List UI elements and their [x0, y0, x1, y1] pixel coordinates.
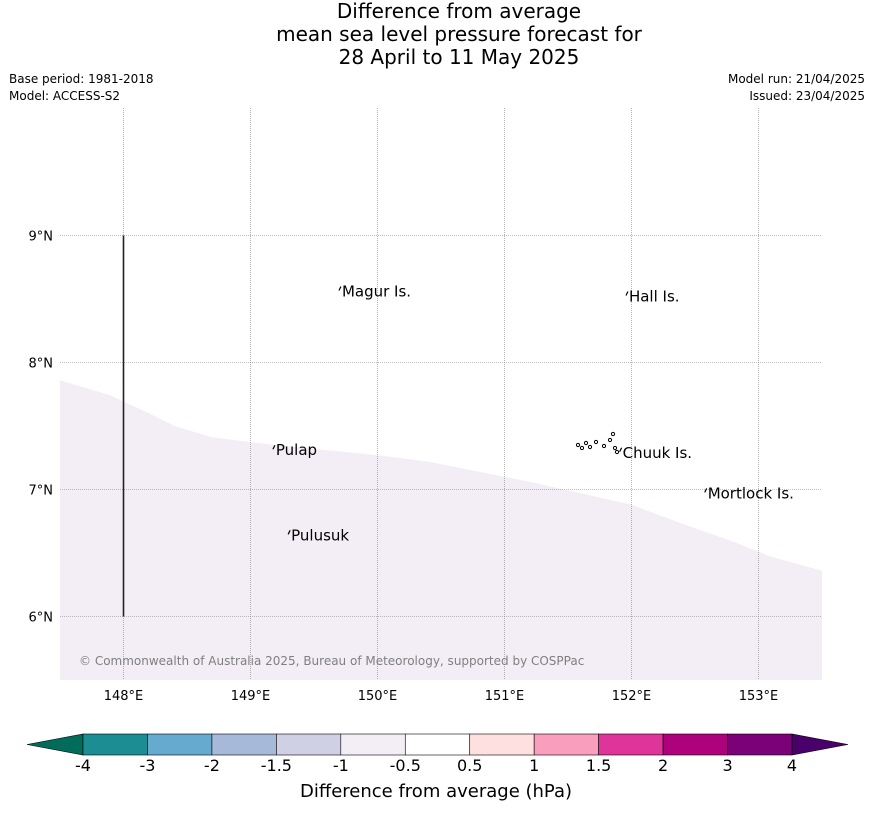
colorbar-tick-label: 0.5 — [457, 756, 482, 775]
place-label: Magur Is. — [342, 282, 411, 300]
map-area: Magur Is. Hall Is. Pulap Chuuk Is. Mortlock … — [60, 108, 822, 680]
chart-title: Difference from average mean sea level p… — [0, 0, 873, 69]
island-mark — [625, 291, 629, 296]
colorbar-swatch — [727, 733, 793, 756]
chuuk-islet — [612, 445, 618, 451]
title-line-2: mean sea level pressure forecast for — [276, 22, 642, 46]
island-mark — [287, 530, 291, 535]
colorbar-tick-label: 3 — [722, 756, 732, 775]
colorbar-tick-label: 4 — [787, 756, 797, 775]
chuuk-islet — [587, 444, 593, 450]
chuuk-islet — [579, 445, 585, 451]
colorbar-tick-label: -4 — [75, 756, 91, 775]
colorbar-under-arrow — [26, 733, 84, 756]
lat-tick-label: 8°N — [29, 357, 54, 372]
issued-text: Issued: 23/04/2025 — [749, 89, 865, 103]
meta-left: Base period: 1981-2018 Model: ACCESS-S2 — [9, 71, 154, 105]
chuuk-islet — [614, 449, 620, 455]
place-label: Mortlock Is. — [708, 484, 794, 502]
colorbar-swatch — [82, 733, 148, 756]
island-mark — [619, 447, 623, 453]
title-line-3: 28 April to 11 May 2025 — [338, 45, 580, 69]
lon-tick-label: 149°E — [231, 689, 271, 704]
island-mark — [338, 286, 342, 291]
longitude-axis: 148°E 149°E 150°E 151°E 152°E 153°E — [104, 689, 779, 704]
lon-tick-label: 152°E — [612, 689, 652, 704]
shaded-anomaly-region — [60, 380, 822, 680]
colorbar-swatch — [404, 733, 471, 756]
island-mark — [272, 444, 276, 450]
colorbar-swatch — [598, 733, 664, 756]
colorbar-tick-label: -0.5 — [390, 756, 421, 775]
chuuk-islet — [607, 437, 613, 443]
colorbar: -4 -3 -2 -1.5 -1 -0.5 0.5 1 1.5 2 3 4 — [26, 733, 849, 775]
title-line-1: Difference from average — [336, 0, 582, 23]
lon-tick-label: 151°E — [485, 689, 525, 704]
colorbar-label: Difference from average (hPa) — [300, 781, 572, 802]
model-run-text: Model run: 21/04/2025 — [727, 72, 865, 86]
colorbar-tick-label: -1 — [333, 756, 349, 775]
lat-tick-label: 7°N — [29, 484, 54, 499]
chuuk-islet — [575, 442, 581, 448]
colorbar-swatch — [469, 733, 535, 756]
colorbar-swatch — [276, 733, 342, 756]
colorbar-swatch — [147, 733, 213, 756]
place-label: Pulusuk — [291, 526, 349, 544]
place-label: Hall Is. — [629, 288, 680, 306]
chuuk-islet — [601, 443, 607, 449]
colorbar-swatch — [211, 733, 277, 756]
colorbar-tick-label: -2 — [204, 756, 220, 775]
lon-tick-label: 150°E — [358, 689, 398, 704]
meta-right: Model run: 21/04/2025 Issued: 23/04/2025 — [728, 71, 865, 105]
place-label: Chuuk Is. — [623, 444, 692, 462]
lon-tick-label: 148°E — [104, 689, 144, 704]
place-label: Pulap — [276, 441, 317, 459]
chuuk-islet — [593, 439, 599, 445]
place-labels: Magur Is. Hall Is. Pulap Chuuk Is. Mortlock … — [276, 282, 794, 544]
island-mark — [704, 488, 708, 493]
copyright-text: © Commonwealth of Australia 2025, Bureau… — [79, 654, 584, 668]
colorbar-swatch — [340, 733, 406, 756]
colorbar-tick-label: -3 — [139, 756, 155, 775]
colorbar-tick-label: 2 — [658, 756, 668, 775]
colorbar-swatch — [533, 733, 599, 756]
lat-tick-label: 6°N — [29, 611, 54, 626]
base-period-text: Base period: 1981-2018 — [9, 72, 154, 86]
colorbar-tick-label: -1.5 — [261, 756, 292, 775]
colorbar-over-arrow — [791, 733, 849, 756]
colorbar-swatch — [662, 733, 728, 756]
chuuk-islet — [583, 440, 589, 446]
island-outlines — [272, 286, 708, 535]
lon-tick-label: 153°E — [739, 689, 779, 704]
colorbar-tick-label: 1 — [529, 756, 539, 775]
model-text: Model: ACCESS-S2 — [9, 89, 121, 103]
lat-tick-label: 9°N — [29, 230, 54, 245]
latitude-axis: 6°N 7°N 8°N 9°N — [29, 230, 54, 626]
colorbar-tick-label: 1.5 — [586, 756, 611, 775]
chuuk-islet — [610, 431, 616, 437]
graticule — [60, 108, 822, 680]
